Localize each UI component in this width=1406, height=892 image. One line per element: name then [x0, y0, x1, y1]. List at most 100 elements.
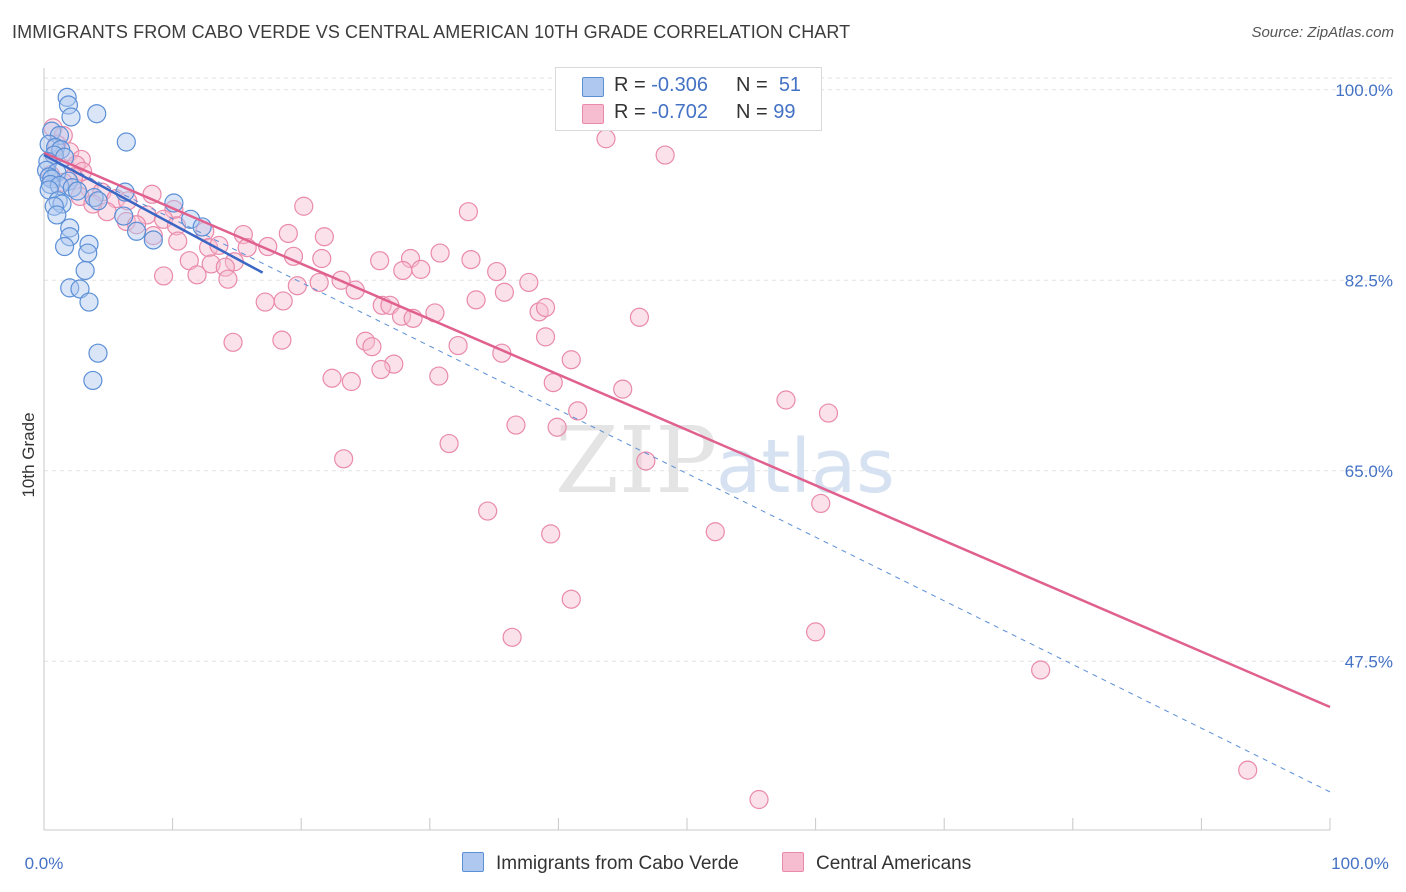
legend-item-cabo-verde[interactable]: Immigrants from Cabo Verde	[462, 852, 739, 875]
central-americans-point	[629, 307, 650, 327]
central-americans-point	[334, 449, 354, 469]
legend-r-text: R = -0.702	[614, 101, 708, 123]
central-americans-point	[655, 145, 675, 165]
central-americans-point	[547, 417, 567, 437]
central-americans-point	[519, 272, 539, 293]
central-americans-point	[478, 501, 498, 521]
watermark-atlas: atlas	[716, 424, 895, 510]
cabo-verde-point	[61, 107, 81, 127]
cabo-verde-point	[47, 205, 67, 225]
central-americans-point	[294, 196, 314, 216]
central-americans-point	[506, 415, 526, 435]
central-americans-point	[218, 269, 238, 289]
central-americans-point	[411, 259, 431, 279]
grid-lines	[44, 77, 1395, 662]
cabo-verde-point	[60, 278, 80, 298]
central-americans-point	[596, 129, 616, 149]
cabo-verde-point	[126, 221, 147, 241]
central-americans-point	[568, 401, 588, 421]
y-tick-label: 82.5%	[1345, 271, 1393, 290]
tick-labels: 100.0% 82.5% 65.0% 47.5% 0.0% 100.0%	[25, 81, 1393, 873]
central-americans-point	[1031, 660, 1051, 680]
central-americans-point	[561, 350, 581, 370]
cabo-verde-point	[83, 370, 103, 391]
central-americans-point	[255, 292, 275, 312]
cabo-verde-point	[67, 181, 88, 201]
central-americans-point	[448, 335, 468, 356]
legend-item-central-americans[interactable]: Central Americans	[782, 852, 971, 875]
central-americans-point	[430, 243, 450, 263]
central-americans-point	[461, 249, 481, 270]
watermark-zip: ZIP	[555, 407, 717, 514]
central-americans-point	[749, 789, 769, 810]
central-americans-point	[776, 390, 796, 410]
cabo-verde-point	[58, 95, 79, 115]
central-americans-trend-line	[43, 151, 1331, 709]
cabo-verde-point	[52, 194, 72, 214]
cabo-verde-points	[36, 87, 212, 391]
cabo-verde-point	[88, 343, 108, 363]
cabo-verde-point	[54, 236, 75, 257]
central-americans-point	[287, 276, 307, 296]
cabo-verde-point	[70, 279, 90, 299]
central-americans-point	[187, 265, 207, 285]
cabo-verde-point	[62, 178, 82, 198]
central-americans-point	[535, 297, 556, 318]
central-americans-point	[153, 266, 174, 286]
x-tick-label: 0.0%	[25, 854, 64, 873]
central-americans-point	[223, 332, 243, 352]
central-americans-point	[439, 433, 459, 454]
central-americans-point	[215, 257, 235, 277]
central-americans-point	[393, 260, 413, 281]
legend-label-cabo-verde: Immigrants from Cabo Verde	[496, 853, 739, 874]
central-americans-point	[561, 589, 581, 609]
central-americans-point	[705, 522, 725, 542]
central-americans-point	[487, 261, 507, 282]
legend-swatch-pink	[582, 104, 604, 124]
cabo-verde-point	[75, 260, 95, 281]
cabo-verde-point	[79, 292, 99, 312]
central-americans-point	[429, 366, 449, 386]
legend-label-central-americans: Central Americans	[816, 853, 972, 874]
legend-r-text: R = -0.306	[614, 74, 708, 96]
source-label: Source: ZipAtlas.com	[1251, 24, 1394, 41]
central-americans-point	[272, 330, 292, 350]
central-americans-point	[818, 403, 839, 423]
central-americans-point	[168, 231, 188, 251]
central-americans-point	[613, 379, 633, 399]
correlation-legend: R = -0.306 N = 51 R = -0.702 N = 99	[555, 67, 822, 131]
central-americans-point	[341, 371, 361, 392]
central-americans-point	[370, 251, 390, 271]
legend-r-value: -0.306	[651, 74, 708, 96]
central-americans-point	[278, 223, 298, 244]
cabo-verde-trend-line	[43, 153, 264, 274]
legend-n-text: N = 99	[736, 101, 796, 123]
legend-n-value: 51	[778, 74, 802, 96]
central-americans-point	[805, 622, 826, 642]
legend-n-text: N = 51	[736, 74, 802, 96]
cabo-verde-point	[143, 230, 163, 250]
central-americans-point	[201, 254, 221, 274]
central-americans-point	[494, 282, 514, 302]
central-americans-point	[273, 291, 293, 311]
central-americans-point	[811, 493, 831, 514]
legend-swatch-blue	[582, 77, 604, 97]
cabo-verde-point	[116, 132, 136, 152]
chart-title: IMMIGRANTS FROM CABO VERDE VS CENTRAL AM…	[12, 22, 851, 42]
central-americans-point	[502, 627, 522, 647]
y-axis-label: 10th Grade	[19, 412, 38, 497]
central-americans-point	[458, 202, 478, 222]
cabo-verde-point	[114, 206, 134, 226]
central-americans-point	[309, 272, 329, 293]
central-americans-point	[466, 290, 486, 310]
central-americans-point	[362, 337, 382, 357]
x-tick-label: 100.0%	[1331, 854, 1389, 873]
central-americans-points	[40, 69, 1258, 810]
central-americans-point	[541, 524, 561, 544]
central-americans-point	[322, 368, 342, 388]
central-americans-point	[371, 359, 391, 380]
central-americans-point	[43, 118, 63, 138]
legend-n-value: 99	[773, 101, 796, 123]
y-tick-label: 65.0%	[1345, 462, 1393, 481]
